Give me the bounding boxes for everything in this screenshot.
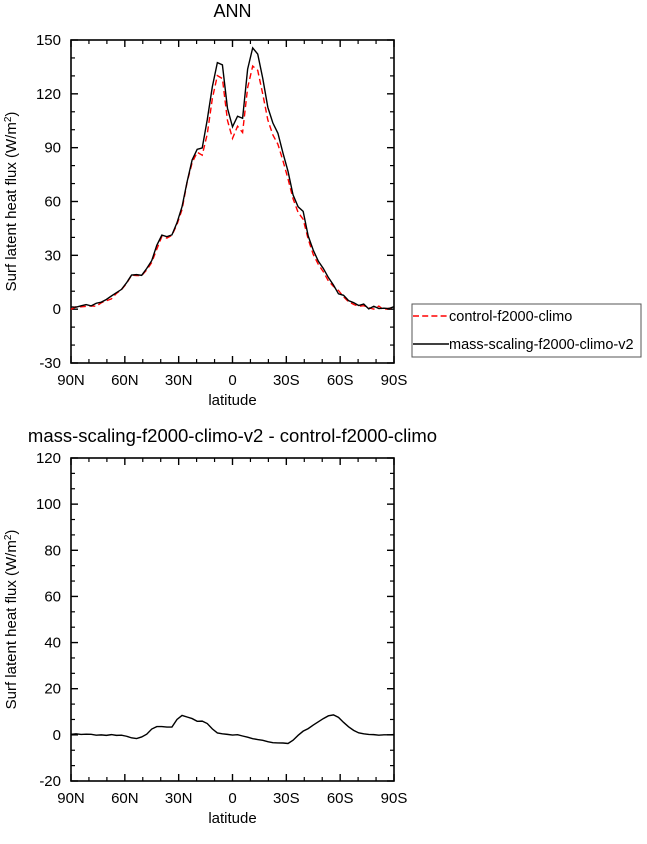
svg-text:Surf latent heat flux (W/m2): Surf latent heat flux (W/m2) (3, 530, 21, 710)
svg-text:90: 90 (44, 140, 61, 157)
svg-text:30N: 30N (165, 790, 193, 807)
svg-text:60N: 60N (111, 790, 139, 807)
svg-text:90S: 90S (381, 790, 408, 807)
svg-text:30: 30 (44, 247, 61, 264)
svg-text:0: 0 (53, 727, 61, 744)
svg-text:120: 120 (36, 450, 61, 467)
svg-text:60S: 60S (327, 790, 354, 807)
svg-text:0: 0 (53, 301, 61, 318)
svg-text:30N: 30N (165, 372, 193, 389)
svg-text:mass-scaling-f2000-climo-v2 -: mass-scaling-f2000-climo-v2 - control-f2… (28, 425, 437, 446)
svg-text:-30: -30 (39, 355, 61, 372)
svg-text:90N: 90N (57, 790, 85, 807)
svg-text:90S: 90S (381, 372, 408, 389)
svg-text:0: 0 (228, 790, 236, 807)
svg-text:Surf latent heat flux (W/m2): Surf latent heat flux (W/m2) (3, 112, 21, 292)
svg-text:20: 20 (44, 681, 61, 698)
svg-text:80: 80 (44, 542, 61, 559)
svg-text:-20: -20 (39, 773, 61, 790)
svg-text:latitude: latitude (208, 392, 256, 409)
svg-text:100: 100 (36, 496, 61, 513)
svg-text:90N: 90N (57, 372, 85, 389)
svg-text:30S: 30S (273, 790, 300, 807)
svg-text:60S: 60S (327, 372, 354, 389)
svg-text:ANN: ANN (213, 1, 251, 21)
svg-text:150: 150 (36, 32, 61, 49)
svg-text:control-f2000-climo: control-f2000-climo (449, 309, 572, 325)
svg-text:40: 40 (44, 635, 61, 652)
svg-text:60: 60 (44, 588, 61, 605)
svg-text:mass-scaling-f2000-climo-v2: mass-scaling-f2000-climo-v2 (449, 337, 634, 353)
svg-text:0: 0 (228, 372, 236, 389)
svg-text:60: 60 (44, 194, 61, 211)
svg-text:120: 120 (36, 86, 61, 103)
svg-text:60N: 60N (111, 372, 139, 389)
svg-text:latitude: latitude (208, 810, 256, 827)
svg-text:30S: 30S (273, 372, 300, 389)
